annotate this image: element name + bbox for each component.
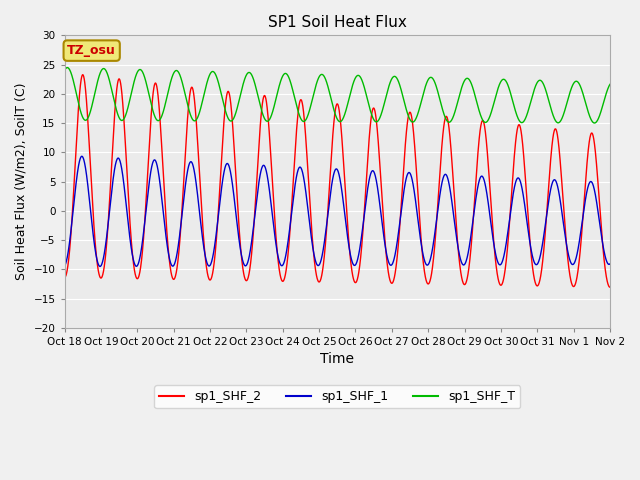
sp1_SHF_1 xyxy=(78,154,86,159)
sp1_SHF_T xyxy=(123,108,131,114)
sp1_SHF_T xyxy=(591,120,598,126)
sp1_SHF_1 xyxy=(156,177,163,183)
Legend: sp1_SHF_2, sp1_SHF_1, sp1_SHF_T: sp1_SHF_2, sp1_SHF_1, sp1_SHF_T xyxy=(154,385,520,408)
sp1_SHF_T xyxy=(294,107,301,112)
sp1_SHF_1 xyxy=(606,261,614,267)
Line: sp1_SHF_2: sp1_SHF_2 xyxy=(65,75,610,287)
Y-axis label: Soil Heat Flux (W/m2), SoilT (C): Soil Heat Flux (W/m2), SoilT (C) xyxy=(15,83,28,280)
sp1_SHF_2 xyxy=(270,204,278,210)
sp1_SHF_2 xyxy=(606,284,614,290)
sp1_SHF_1 xyxy=(61,263,68,269)
Text: TZ_osu: TZ_osu xyxy=(67,44,116,57)
sp1_SHF_1 xyxy=(124,211,131,216)
sp1_SHF_T xyxy=(61,68,68,73)
sp1_SHF_2 xyxy=(294,116,301,121)
sp1_SHF_T xyxy=(156,117,163,123)
sp1_SHF_2 xyxy=(61,275,68,280)
sp1_SHF_T xyxy=(596,113,604,119)
sp1_SHF_T xyxy=(63,65,71,71)
sp1_SHF_T xyxy=(537,78,545,84)
sp1_SHF_1 xyxy=(270,227,278,232)
sp1_SHF_2 xyxy=(156,107,163,113)
Line: sp1_SHF_T: sp1_SHF_T xyxy=(65,68,610,123)
sp1_SHF_T xyxy=(270,104,278,110)
sp1_SHF_1 xyxy=(596,220,604,226)
Title: SP1 Soil Heat Flux: SP1 Soil Heat Flux xyxy=(268,15,406,30)
sp1_SHF_1 xyxy=(294,168,301,174)
sp1_SHF_1 xyxy=(537,251,545,256)
sp1_SHF_2 xyxy=(123,169,131,175)
sp1_SHF_T xyxy=(606,82,614,87)
sp1_SHF_2 xyxy=(537,273,545,279)
X-axis label: Time: Time xyxy=(320,352,355,366)
sp1_SHF_1 xyxy=(96,264,104,269)
Line: sp1_SHF_1: sp1_SHF_1 xyxy=(65,156,610,266)
sp1_SHF_2 xyxy=(79,72,86,78)
sp1_SHF_2 xyxy=(596,199,604,205)
